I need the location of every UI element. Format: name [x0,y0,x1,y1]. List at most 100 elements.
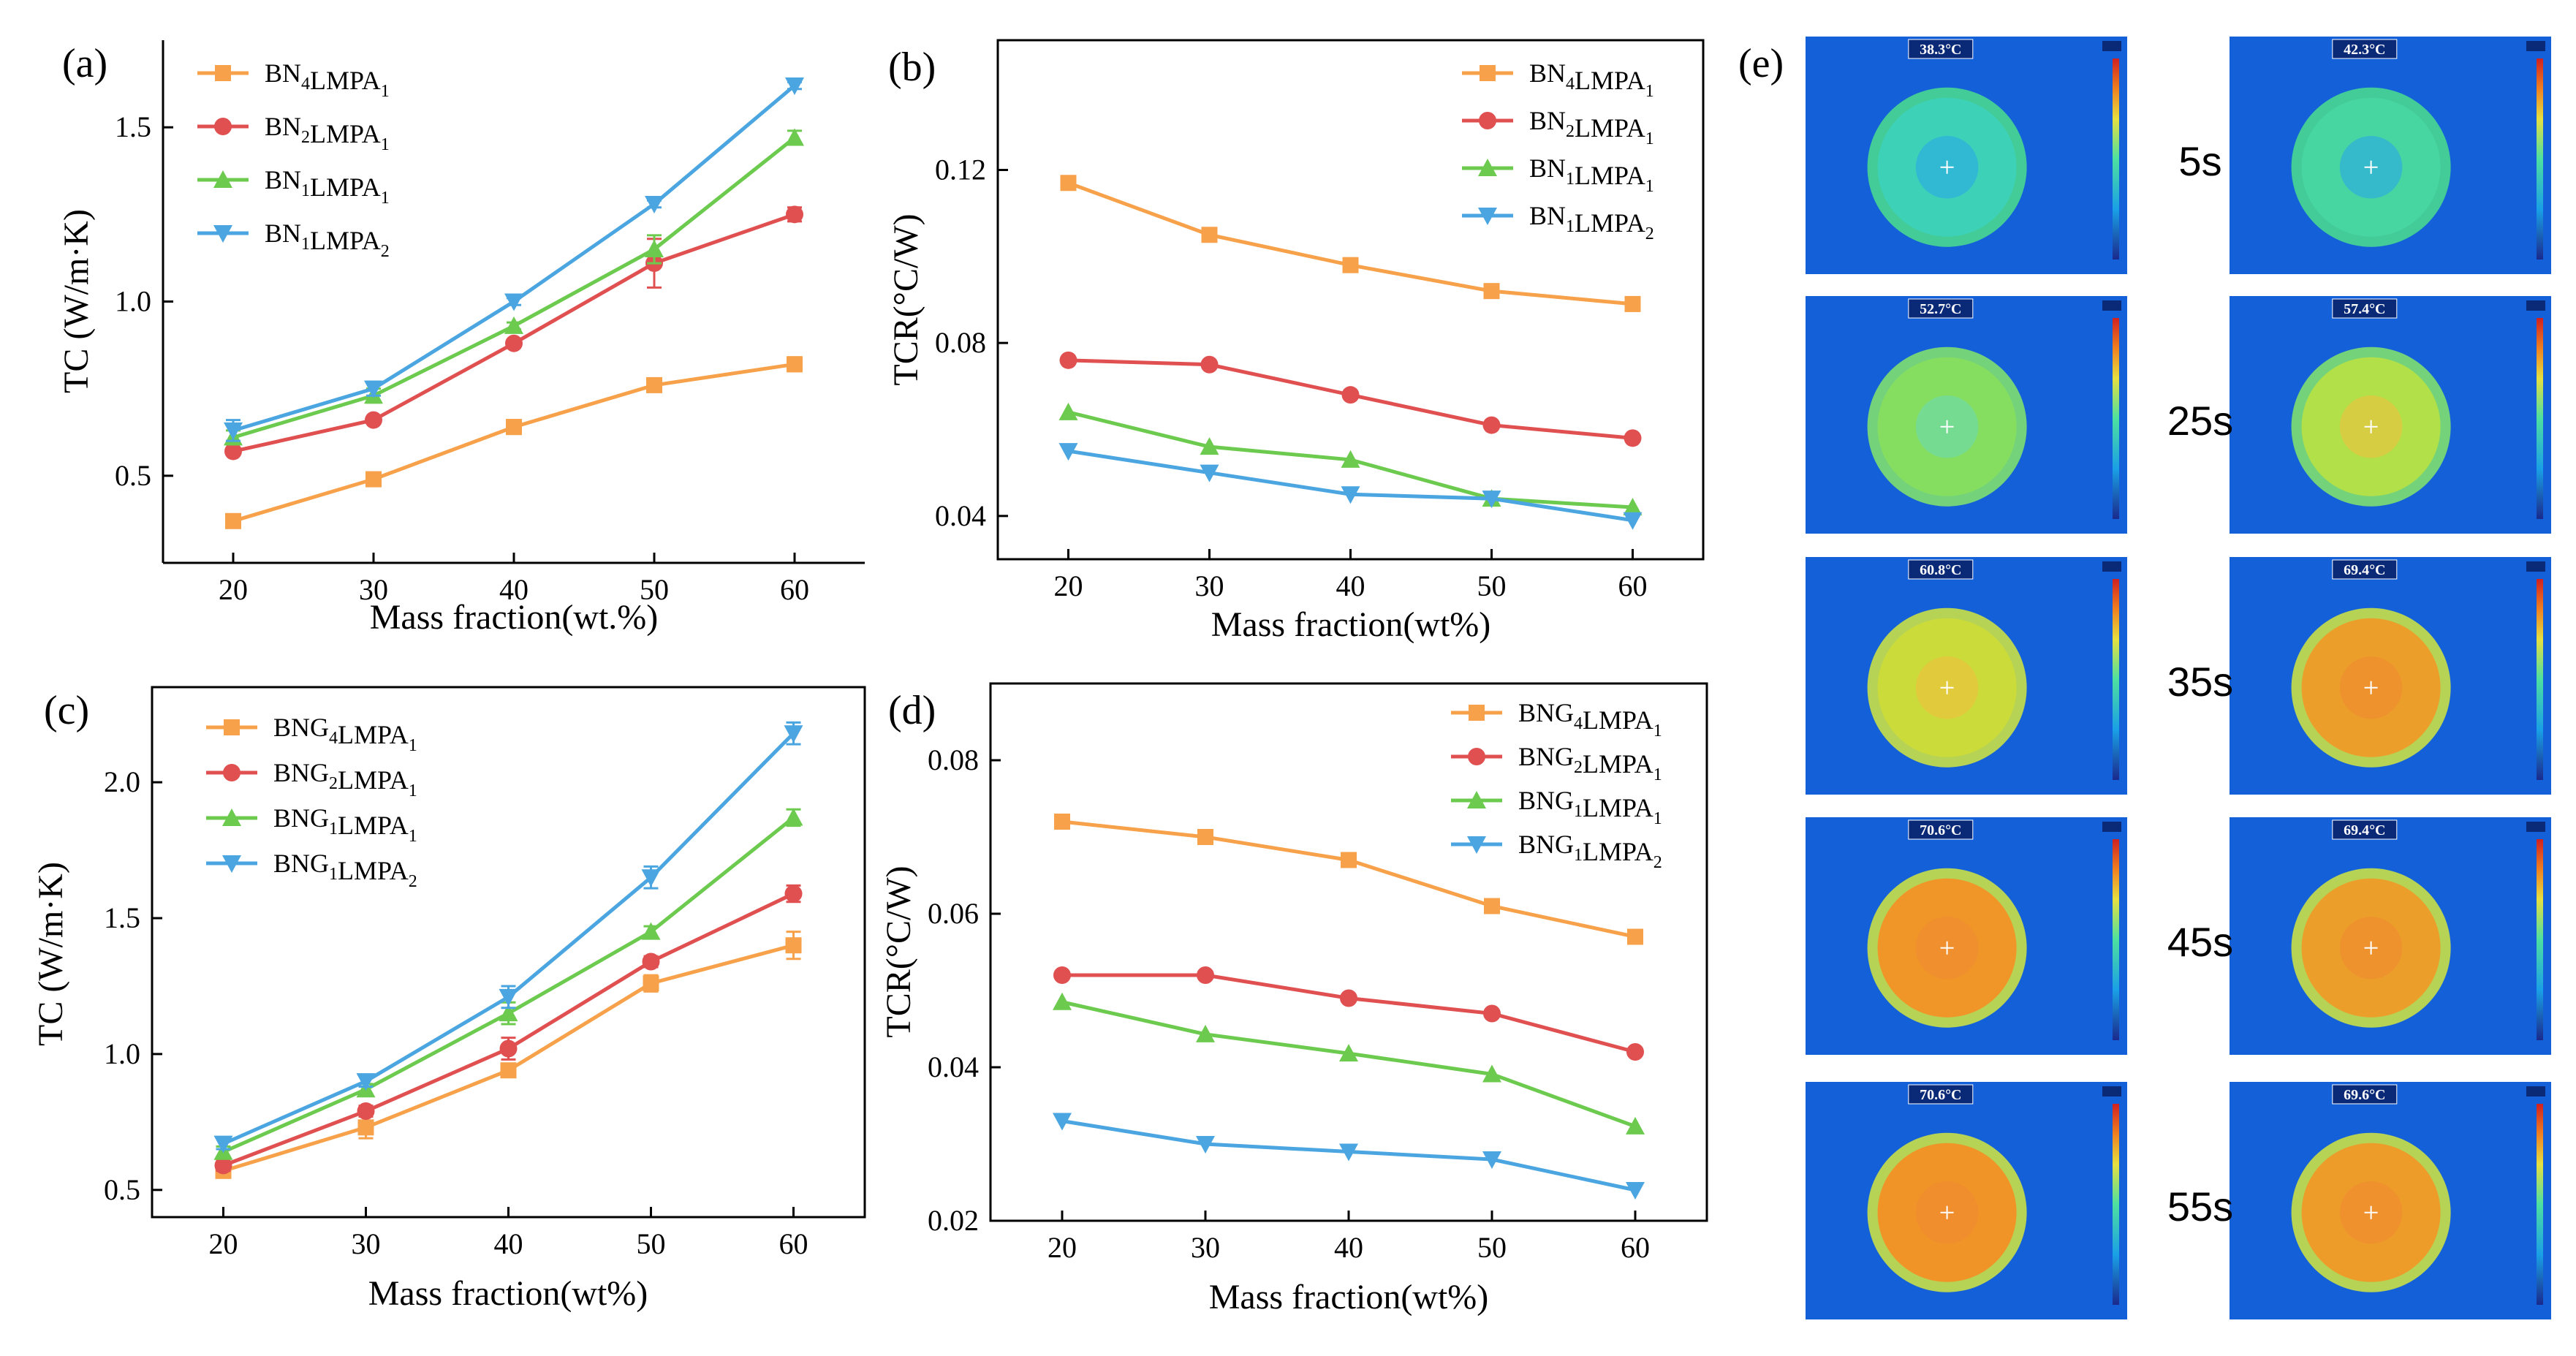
panel-e-label: (e) [1738,41,1784,86]
data-point [499,1039,518,1058]
legend-marker [1479,112,1496,129]
panel-c-xlabel: Mass fraction(wt%) [368,1274,648,1313]
data-point [1624,295,1641,312]
legend-label: BNG4LMPA1 [273,713,417,755]
data-point [1201,227,1218,243]
thermal-image-right-2: 57.4°C [2230,296,2551,534]
x-tick-label: 40 [1336,569,1365,602]
x-tick-label: 40 [494,1227,523,1260]
data-point [1341,386,1360,404]
y-tick-label: 0.02 [928,1204,979,1237]
thermal-image-left-1: 38.3°C [1806,37,2127,274]
y-tick-label: 0.12 [935,154,986,186]
legend-label: BN2LMPA1 [265,112,390,154]
data-point [499,1004,518,1022]
legend-marker [213,225,232,243]
x-tick-label: 20 [209,1227,238,1260]
legend-entry: BNG4LMPA1 [206,713,417,755]
x-tick-label: 50 [640,573,669,606]
panel-d-xlabel: Mass fraction(wt%) [1209,1278,1489,1317]
data-point [500,1062,517,1079]
data-point [1482,416,1501,434]
thermal-image-left-3: 60.8°C [1806,557,2127,795]
temp-readout-box [2332,39,2398,59]
temp-readout: 57.4°C [2344,301,2385,317]
data-point [646,376,662,393]
x-tick-label: 50 [1477,1231,1507,1264]
legend-marker [1467,791,1486,808]
panel-d-label: (d) [888,688,936,733]
data-point [1340,989,1357,1007]
series-line [1061,1000,1636,1129]
legend-entry: BN1LMPA2 [197,219,390,261]
data-point [1053,992,1072,1010]
temp-readout-box [2332,298,2398,319]
data-point [357,1119,374,1136]
data-point [213,1135,233,1154]
scale-header-icon [2526,822,2545,832]
data-point [506,419,522,436]
legend-marker [1478,208,1497,225]
time-label: 5s [2178,138,2221,184]
data-point [786,205,803,224]
data-point [1058,402,1078,420]
panel-d-chart: (d) 20 30 40 50 60 0.02 0.04 0.06 0.08 BNG4LMPA1… [879,682,1708,1317]
thermal-image-right-5: 69.6°C [2230,1082,2551,1319]
panel-c-ylabel: TC (W/m·K) [31,862,70,1046]
scale-header-icon [2102,41,2121,51]
temp-readout: 69.6°C [2344,1087,2385,1103]
y-tick-label: 1.0 [115,285,151,318]
data-point [642,952,660,971]
data-point [505,334,523,352]
time-label: 55s [2167,1183,2233,1230]
panel-b-chart: (b) 20 30 40 50 60 0.04 0.08 0.12 BN4LMPA1 BN2LM… [887,39,1705,644]
data-point [1059,351,1077,369]
data-point [1626,1182,1645,1200]
legend-label: BNG1LMPA2 [273,849,417,891]
temp-readout-box [1908,559,1974,580]
x-tick-label: 60 [1621,1231,1650,1264]
temp-readout: 42.3°C [2344,42,2385,58]
panel-c-label: (c) [44,688,89,733]
x-tick-label: 30 [359,573,388,606]
legend-entry: BN2LMPA1 [197,112,390,154]
scale-header-icon [2102,300,2121,311]
data-point [365,471,382,488]
temp-readout: 69.4°C [2344,822,2385,838]
x-tick-label: 30 [1191,1231,1220,1264]
thermal-image-right-1: 42.3°C [2230,37,2551,274]
thermal-image-left-2: 52.7°C [1806,296,2127,534]
data-point [1060,175,1077,192]
data-point [1341,486,1360,504]
data-point [1196,1136,1215,1154]
thermal-image-right-4: 69.4°C [2230,817,2551,1055]
data-point [1339,1143,1358,1162]
scale-header-icon [2102,1086,2121,1096]
y-tick-label: 2.0 [104,765,140,798]
legend-entry: BNG1LMPA2 [206,849,417,891]
data-point [1623,512,1643,530]
panel-b-ylabel: TCR(°C/W) [887,213,925,385]
legend-entry: BNG4LMPA1 [1451,698,1662,741]
legend-marker [224,719,240,735]
data-point [784,725,803,743]
temp-readout: 60.8°C [1920,562,1961,578]
color-scale-bar [2537,579,2543,780]
legend-entry: BN1LMPA2 [1462,201,1654,243]
legend-label: BN1LMPA2 [265,219,390,261]
legend-entry: BNG2LMPA1 [1451,742,1662,784]
panel-a-label: (a) [62,41,107,86]
series-line [232,362,795,523]
temp-readout-box [2332,559,2398,580]
data-point [365,411,382,429]
series-line [1062,973,1636,1054]
panel-a-chart: (a) 20 30 40 50 60 0.5 1.0 1.5 BN4LMPA1 BN2LMPA1… [57,40,865,637]
legend-entry: BN2LMPA1 [1462,106,1654,148]
color-scale-bar [2537,58,2543,260]
x-tick-label: 60 [780,573,809,606]
y-tick-label: 0.04 [928,1050,979,1083]
legend-entry: BN4LMPA1 [1462,58,1654,101]
legend-marker [222,808,241,826]
legend-entry: BN1LMPA1 [197,165,390,208]
